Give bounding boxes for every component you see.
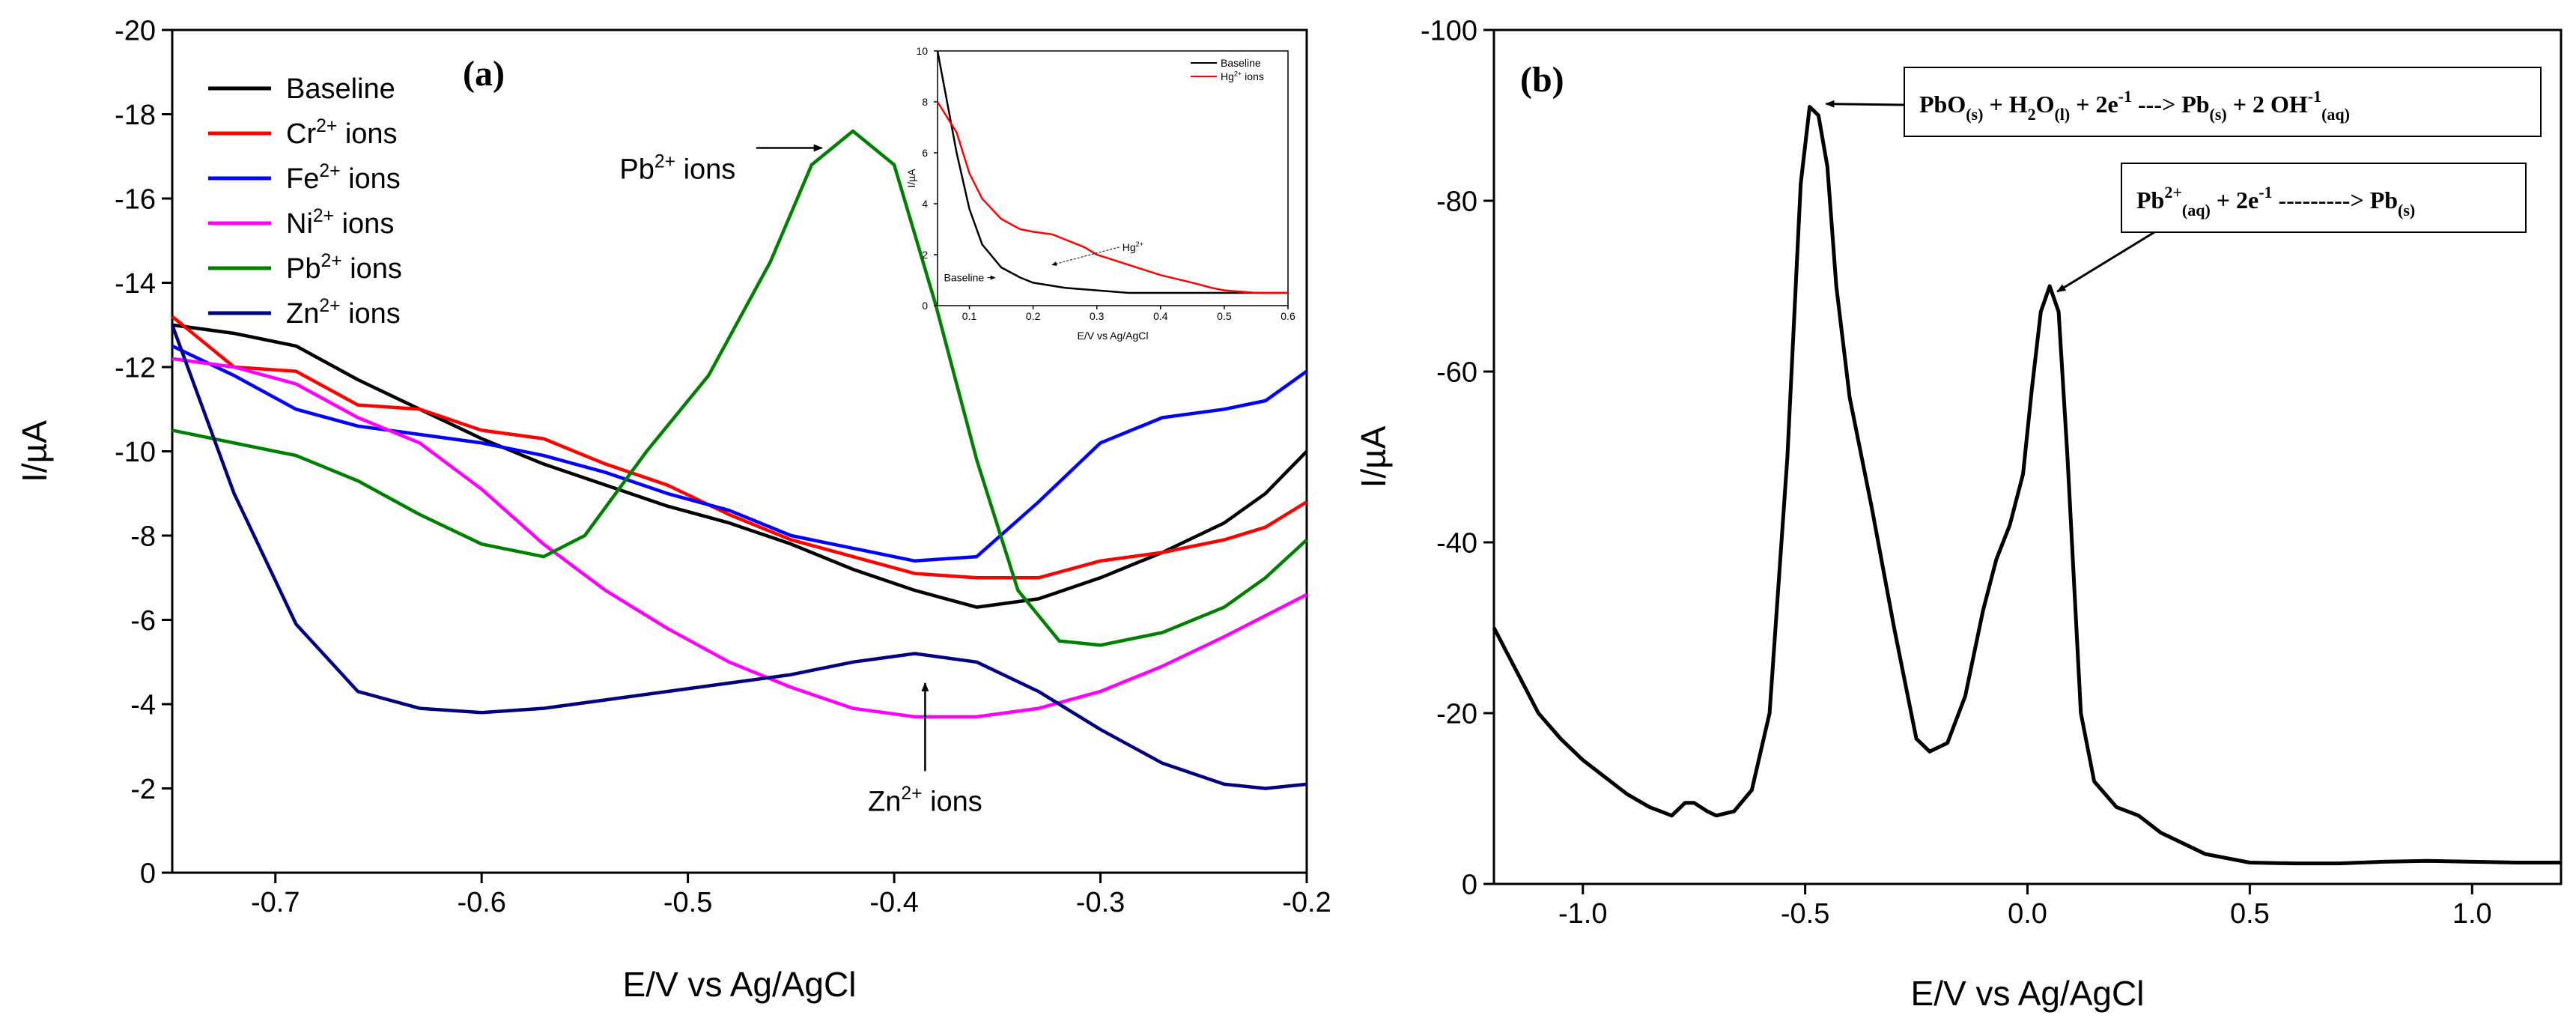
a-y-tick-label: -20	[115, 15, 156, 46]
b-series-line	[1492, 105, 2561, 866]
a-x-tick-label: -0.3	[1076, 887, 1125, 918]
inset-x-tick-label: 0.2	[1026, 310, 1041, 322]
a-legend-label: Baseline	[286, 73, 395, 105]
a-legend-label: Cr2+ ions	[286, 116, 398, 150]
b-x-tick-label: -1.0	[1558, 898, 1607, 930]
a-series-line	[171, 344, 1308, 563]
a-legend-label: Pb2+ ions	[286, 251, 402, 285]
b-x-tick-label: 0.0	[2008, 898, 2047, 930]
inset-y-axis-label: I/µA	[905, 169, 917, 188]
a-y-tick-label: -18	[115, 100, 156, 131]
inset-y-tick-label: 2	[922, 249, 928, 261]
b-y-tick-label: 0	[1462, 869, 1477, 900]
chart-panel-b: -1.0 -0.5 0.0 0.5 1.0 0 -20 -40 -60 -80 -100 E/V vs…	[1354, 15, 2563, 1013]
b-x-tick-label: 1.0	[2452, 898, 2492, 930]
inset-y-tick-label: 10	[916, 45, 928, 57]
a-y-tick-label: -2	[130, 774, 156, 805]
b-y-tick-label: -80	[1436, 186, 1477, 217]
a-y-tick-label: -8	[130, 521, 156, 552]
inset-x-tick-label: 0.3	[1090, 310, 1105, 322]
a-legend-label: Zn2+ ions	[286, 296, 401, 330]
a-annotation-text: Zn2+ ions	[868, 784, 982, 817]
b-equation-box	[1904, 67, 2542, 137]
a-x-tick-label: -0.4	[869, 887, 918, 918]
inset-series-line	[936, 50, 1288, 294]
b-panel-label: (b)	[1520, 60, 1564, 100]
inset-annotation-arrow	[1051, 246, 1120, 266]
inset-y-tick-label: 8	[922, 96, 928, 108]
a-x-tick-label: -0.5	[663, 887, 712, 918]
b-y-tick-label: -60	[1436, 357, 1477, 388]
a-panel-label: (a)	[463, 54, 505, 94]
a-series-line	[171, 315, 1308, 580]
a-y-tick-label: -12	[115, 352, 156, 384]
b-y-tick-label: -100	[1421, 15, 1477, 46]
b-annotation-arrow	[1825, 100, 1905, 108]
inset-legend-label: Baseline	[1221, 57, 1261, 69]
b-y-axis-label: I/µA	[1354, 425, 1393, 488]
a-legend-label: Ni2+ ions	[286, 206, 394, 240]
inset-x-axis-label: E/V vs Ag/AgCl	[1078, 330, 1149, 342]
inset-plot-frame	[937, 50, 1289, 306]
a-series-line	[171, 129, 1308, 647]
a-x-tick-label: -0.2	[1282, 887, 1331, 918]
a-x-tick-label: -0.7	[251, 887, 300, 918]
b-y-tick-label: -40	[1436, 527, 1477, 559]
a-series-line	[171, 323, 1308, 609]
b-annotation-arrow	[2056, 231, 2155, 293]
inset-x-tick-label: 0.1	[962, 310, 977, 322]
b-x-axis-label: E/V vs Ag/AgCl	[1911, 974, 2145, 1013]
a-legend-label: Fe2+ ions	[286, 161, 401, 195]
inset-x-tick-label: 0.5	[1217, 310, 1232, 322]
b-x-tick-label: -0.5	[1781, 898, 1829, 930]
a-y-tick-label: -4	[130, 689, 156, 721]
b-plot-frame	[1492, 28, 2563, 885]
inset-x-tick-label: 0.4	[1153, 310, 1168, 322]
b-y-tick-label: -20	[1436, 698, 1477, 730]
inset-y-tick-label: 0	[922, 300, 928, 312]
inset-annotation-text: Baseline	[944, 272, 985, 284]
inset-y-tick-label: 6	[922, 147, 928, 159]
a-y-tick-label: -14	[115, 268, 156, 300]
a-series-line	[170, 324, 1307, 790]
inset-y-tick-label: 4	[922, 198, 928, 210]
a-y-axis-label: I/µA	[15, 420, 54, 482]
a-y-tick-label: -10	[115, 437, 156, 468]
chart-panel-a: -0.7 -0.6 -0.5 -0.4 -0.3 -0.2 0 -2 -4 -6 -8 -10 -12 -…	[15, 15, 1331, 1004]
a-x-axis-label: E/V vs Ag/AgCl	[623, 965, 857, 1004]
a-y-tick-label: -16	[115, 184, 156, 215]
inset-annotation-text: Hg2+	[1123, 240, 1143, 253]
a-annotation-text: Pb2+ ions	[619, 151, 735, 185]
inset-x-tick-label: 0.6	[1281, 310, 1295, 322]
a-series-line	[171, 357, 1308, 719]
inset-background	[938, 51, 1288, 306]
inset-legend-label: Hg2+ ions	[1221, 70, 1264, 82]
b-equation-box	[2121, 163, 2527, 233]
a-x-tick-label: -0.6	[457, 887, 505, 918]
inset-series-line	[936, 101, 1288, 294]
b-equation-text: PbO(s) + H2O(l) + 2e-1 ---> Pb(s) + 2 OH…	[1919, 87, 2350, 124]
a-y-tick-label: -6	[130, 605, 156, 637]
a-y-tick-label: 0	[140, 858, 156, 889]
b-equation-text: Pb2+(aq) + 2e-1 ---------> Pb(s)	[2136, 183, 2415, 219]
b-x-tick-label: 0.5	[2230, 898, 2270, 930]
